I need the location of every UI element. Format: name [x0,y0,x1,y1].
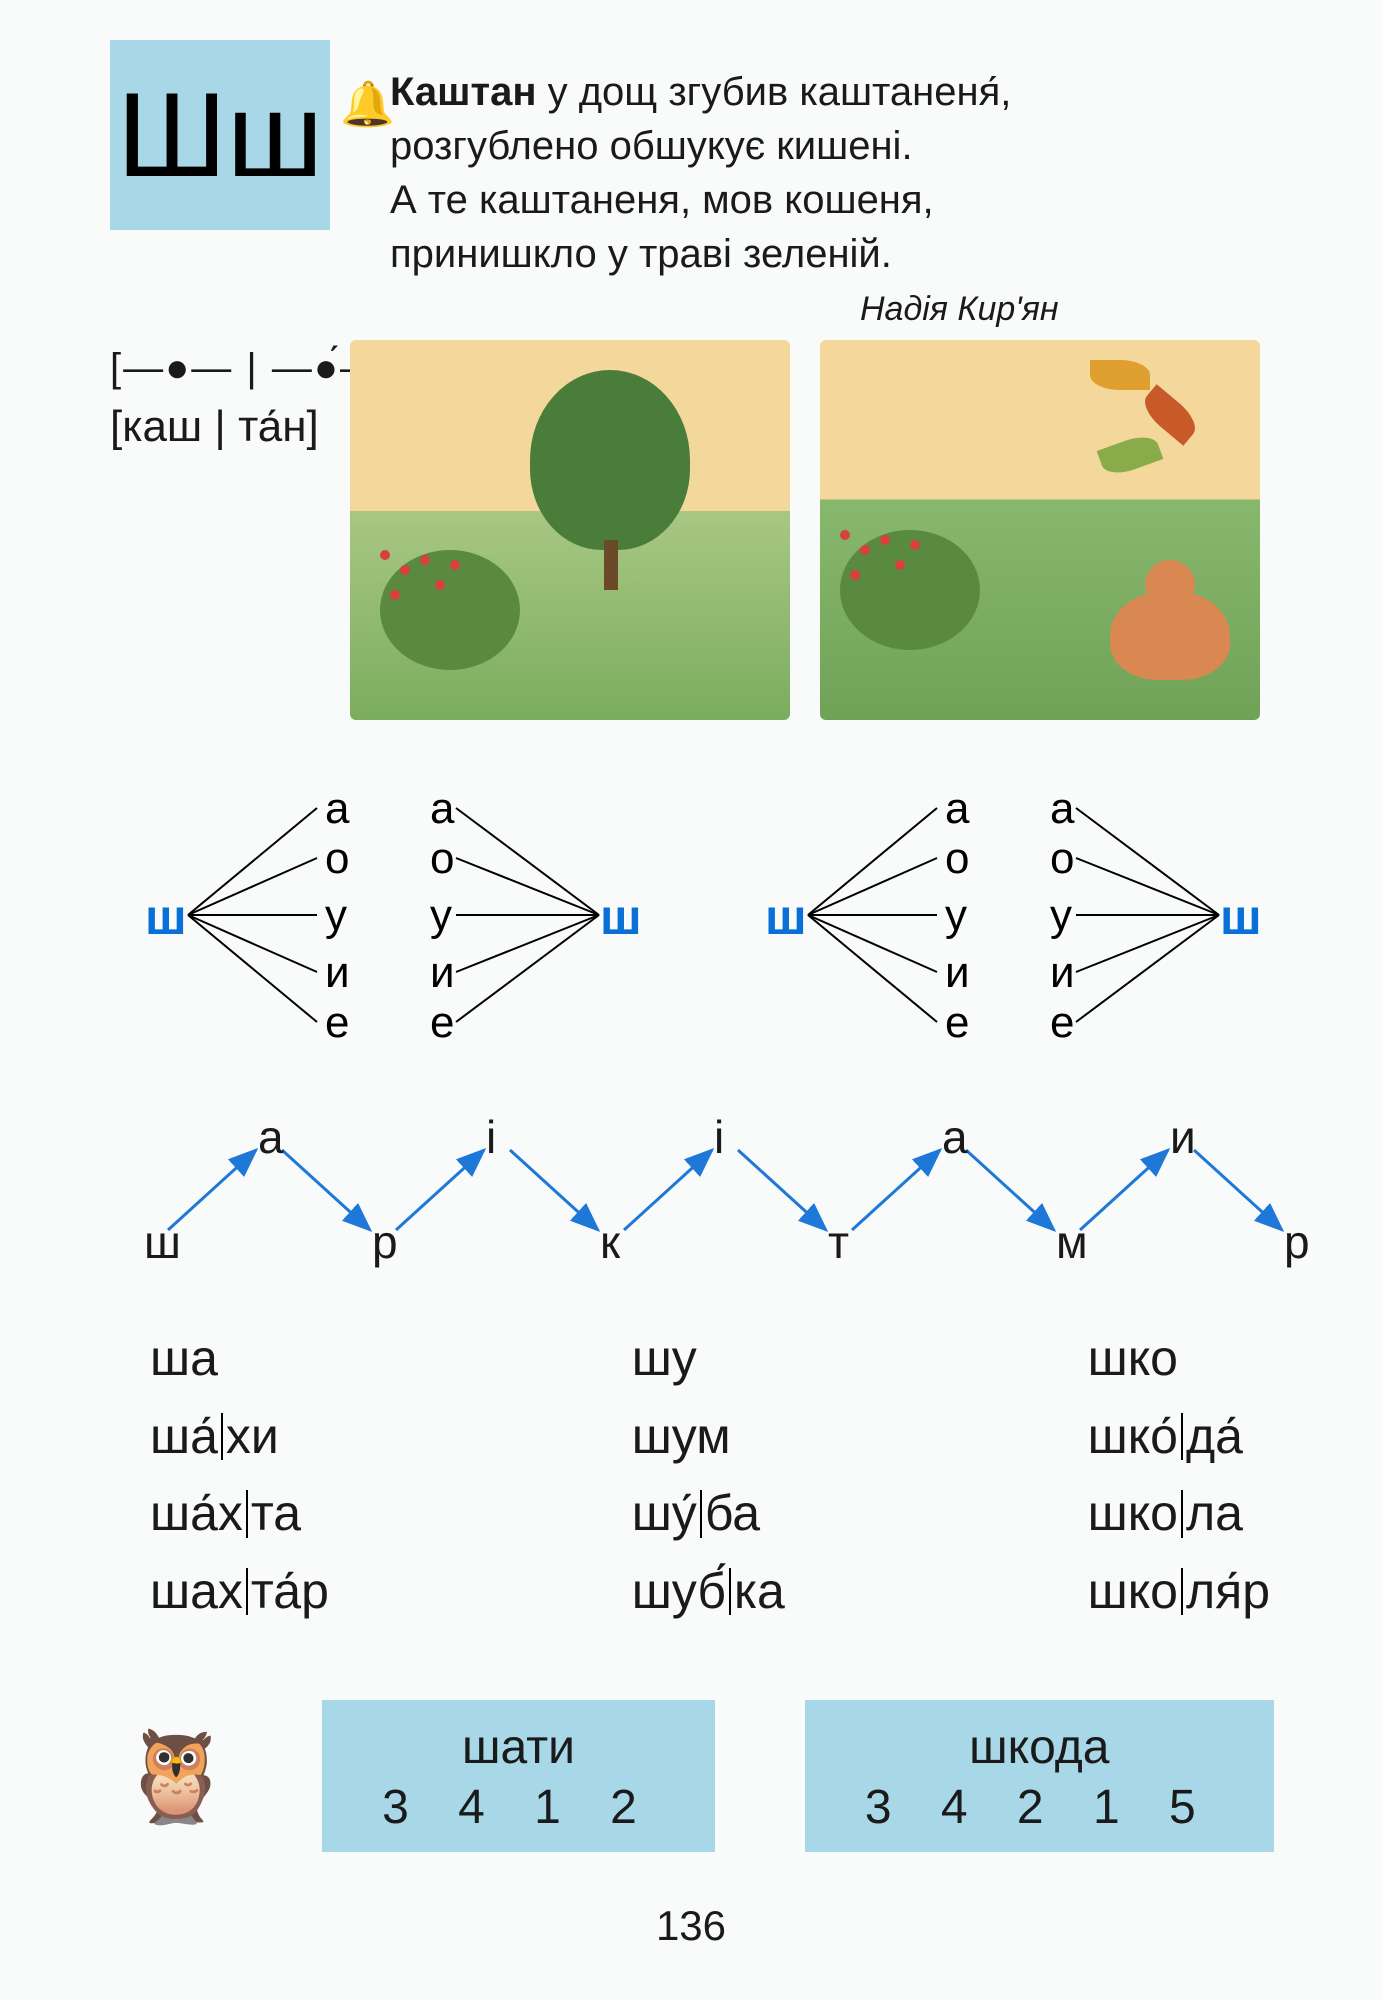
cat-icon [1110,590,1230,680]
bush-icon [380,550,520,670]
zigzag-top-letter: і [714,1110,724,1164]
word-columns: шаша́хиша́хташахта́ршушумшу́башуб́кашкош… [150,1320,1270,1630]
fan-vowel: у [1050,891,1072,941]
syllable-word: школя́р [1088,1553,1270,1631]
anagram-row: 🦉 шати 3 4 1 2 шкода 3 4 2 1 5 [120,1700,1280,1852]
syllable-word: школа [1088,1475,1270,1553]
bell-icon: 🔔 [340,75,395,134]
syllable-word: ша́хи [150,1398,329,1476]
bush-icon [840,530,980,650]
poem-line-4: принишкло у траві зеленій. [390,227,1250,281]
letter-tile: Шш [110,40,330,230]
fan-vowel: о [430,834,454,884]
syllable-word: шу́ба [632,1475,785,1553]
illustrations [350,340,1260,720]
autumn-leaves-icon [1080,340,1260,520]
fan-lines [130,790,1290,1040]
fan-vowel: е [430,998,454,1048]
word-column: шкошко́да́школашколя́р [1088,1320,1270,1630]
syllable-word: шуб́ка [632,1553,785,1631]
fan-vowel: а [430,784,454,834]
zigzag-bottom-letter: р [372,1215,398,1269]
zigzag-bottom-letter: м [1056,1215,1088,1269]
fan-vowel: о [1050,834,1074,884]
zigzag-bottom-letter: ш [144,1215,181,1269]
fan-vowel: а [325,784,349,834]
fan-vowel: и [1050,948,1075,998]
anagram-nums: 3 4 1 2 [382,1778,655,1838]
zigzag-top-letter: а [258,1110,284,1164]
syllable-word: шко́да́ [1088,1398,1270,1476]
fan-vowel: а [945,784,969,834]
zigzag-reading-chain: шрктмраііаи [130,1110,1290,1270]
owl-icon: 🦉 [120,1724,232,1829]
fan-vowel: и [325,948,350,998]
fan-vowel: и [945,948,970,998]
fan-vowel: а [1050,784,1074,834]
poem-line-3: А те каштаненя, мов кошеня, [390,173,1250,227]
fan-vowel: и [430,948,455,998]
anagram-word: шати [382,1718,655,1778]
zigzag-top-letter: і [486,1110,496,1164]
anagram-nums: 3 4 2 1 5 [865,1778,1214,1838]
page-number: 136 [0,1902,1382,1950]
syllable-word: шум [632,1398,785,1476]
syllable-word: ша́хта [150,1475,329,1553]
fan-consonant: ш [1220,888,1262,946]
poem-bold: Каштан [390,70,536,114]
illustration-chestnut-summer [350,340,790,720]
fan-vowel: е [945,998,969,1048]
zigzag-bottom-letter: т [828,1215,849,1269]
anagram-word: шкода [865,1718,1214,1778]
fan-consonant: ш [600,888,642,946]
fan-consonant: ш [145,888,187,946]
zigzag-bottom-letter: р [1284,1215,1310,1269]
fan-vowel: е [325,998,349,1048]
fan-consonant: ш [765,888,807,946]
fan-vowel: о [945,834,969,884]
syllable-word: шу [632,1320,785,1398]
chestnut-tree-icon [530,370,690,550]
zigzag-bottom-letter: к [600,1215,620,1269]
syllable-word: ша [150,1320,329,1398]
zigzag-top-letter: и [1170,1110,1196,1164]
poem: 🔔 Каштан у дощ згубив каштаненя́, розгуб… [390,65,1250,333]
poem-line1-rest: у дощ згубив каштаненя́, [536,70,1011,114]
poem-line-2: розгублено обшукує кишені. [390,119,1250,173]
poem-author: Надія Кир'ян [390,287,1250,333]
syllable-word: шко [1088,1320,1270,1398]
poem-line-1: Каштан у дощ згубив каштаненя́, [390,65,1250,119]
zigzag-top-letter: а [942,1110,968,1164]
fan-vowel: о [325,834,349,884]
zigzag-arrows [130,1110,1290,1270]
syllable-word: шахта́р [150,1553,329,1631]
word-column: шушумшу́башуб́ка [632,1320,785,1630]
anagram-box-1: шати 3 4 1 2 [322,1700,715,1852]
syllable-fan-row: шаоуиешаоуиешаоуиешаоуие [130,790,1290,1040]
fan-vowel: у [945,891,967,941]
fan-vowel: у [325,891,347,941]
word-column: шаша́хиша́хташахта́р [150,1320,329,1630]
illustration-chestnut-autumn [820,340,1260,720]
fan-vowel: у [430,891,452,941]
fan-vowel: е [1050,998,1074,1048]
anagram-box-2: шкода 3 4 2 1 5 [805,1700,1274,1852]
